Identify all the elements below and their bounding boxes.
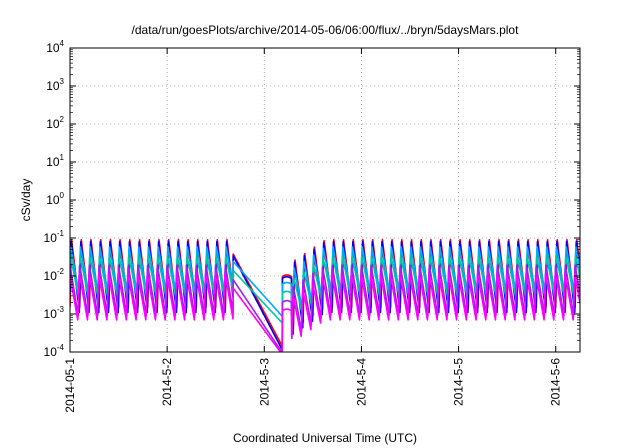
x-tick-label: 2014-5-5 [452,358,466,406]
series-group [70,238,580,352]
x-tick-label: 2014-5-6 [549,358,563,406]
y-tick-label: 10-1 [44,229,65,245]
chart-title: /data/run/goesPlots/archive/2014-05-06/0… [132,23,520,37]
grid-lines [70,48,580,352]
plot-area [70,238,580,352]
series-line [70,246,580,317]
series-line [70,264,580,352]
y-axis-label: cSv/day [19,179,33,222]
y-tick-label: 103 [46,77,64,93]
y-tick-label: 104 [46,39,64,55]
y-tick-label: 100 [46,191,64,207]
x-axis-label: Coordinated Universal Time (UTC) [233,431,417,445]
y-tick-label: 102 [46,115,64,131]
x-tick-label: 2014-5-3 [257,358,271,406]
series-line [70,272,580,352]
y-tick-label: 10-3 [44,305,65,321]
series-line [70,255,580,324]
x-tick-label: 2014-05-1 [63,358,77,413]
y-tick-label: 10-2 [44,267,65,283]
x-tick-label: 2014-5-2 [160,358,174,406]
y-tick-label: 10-4 [44,343,65,359]
x-tick-label: 2014-5-4 [354,358,368,406]
x-axis: 2014-05-1 2014-5-2 2014-5-3 2014-5-4 2014-5-… [63,48,563,413]
y-tick-label: 101 [46,153,64,169]
y-axis: 10-4 10-3 10-2 10-1 100 101 102 103 104 [44,39,580,359]
